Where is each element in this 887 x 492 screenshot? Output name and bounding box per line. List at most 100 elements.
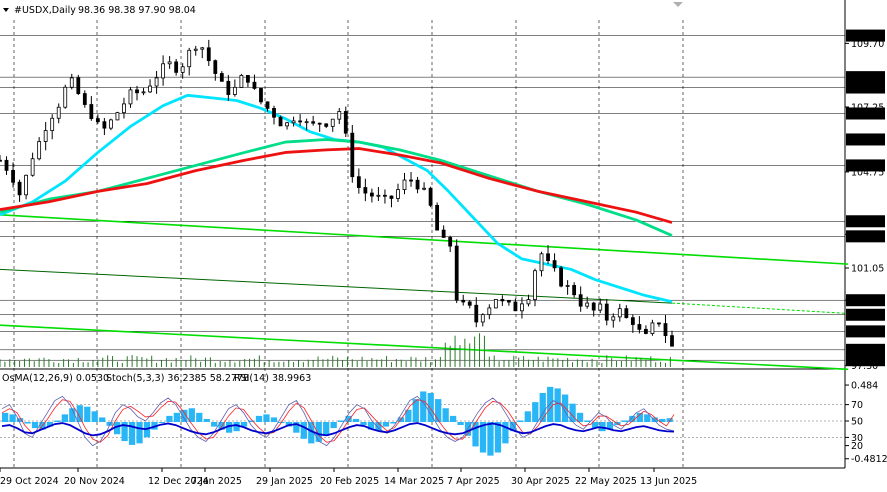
osma-bar (435, 399, 442, 422)
candle-body (520, 303, 524, 312)
level-label-box (846, 107, 885, 120)
candle-body (259, 88, 263, 103)
candle-body (226, 80, 231, 95)
ind-tick-label: -0.4812 (851, 454, 887, 465)
symbol-dropdown-icon[interactable] (3, 8, 9, 12)
candle-body (304, 121, 309, 124)
candle-body (415, 179, 420, 190)
osma-bar (360, 422, 367, 426)
candle-body (617, 308, 622, 318)
candle-body (487, 307, 492, 316)
candle-body (402, 179, 407, 191)
candle-body (591, 302, 596, 311)
candle-body (180, 66, 185, 73)
candle-body (598, 303, 603, 311)
osma-bar (532, 402, 539, 422)
osma-bar (240, 422, 248, 427)
candle-body (324, 123, 329, 127)
x-tick-label: 20 Feb 2025 (320, 476, 379, 487)
osma-bar (450, 415, 457, 422)
candle-body (82, 93, 87, 105)
level-label-box (846, 308, 885, 321)
rsi-label: RSI(14) 38.9963 (234, 373, 311, 384)
y-tick-label: 101.05 (851, 264, 884, 275)
candle-body (604, 303, 609, 321)
osma-bar (9, 414, 16, 422)
candle-body (637, 324, 642, 330)
candle-body (298, 120, 303, 123)
candle-body (389, 195, 394, 199)
candle-body (552, 260, 557, 269)
candle-body (89, 104, 94, 120)
candle-body (0, 159, 2, 162)
osma-bar (524, 411, 531, 422)
candle-body (396, 189, 400, 199)
candle-body (148, 85, 152, 93)
scroll-marker-icon[interactable] (673, 2, 683, 7)
level-label: 110.00 (850, 31, 883, 42)
ind-tick-label: 0.484 (851, 381, 878, 392)
candle-body (343, 111, 348, 134)
level-label-box (846, 343, 885, 356)
osma-bar (323, 422, 330, 436)
price-axis: 109.70107.25104.75102.35101.0599.8197.30… (845, 29, 887, 465)
osma-bar (345, 415, 352, 422)
osma-bar (644, 414, 651, 422)
channel-line (0, 268, 673, 304)
candle-body (30, 158, 35, 176)
candle-body (624, 308, 629, 319)
candle-body (657, 322, 661, 325)
osma-bar (666, 418, 673, 422)
candle-body (63, 86, 68, 108)
ohlc-readout: 98.36 98.38 97.90 98.04 (78, 5, 196, 16)
level-label-box (846, 71, 885, 84)
osma-bar (584, 420, 591, 422)
x-tick-label: 7 Apr 2025 (447, 476, 500, 487)
level-label: 102.27 (850, 232, 883, 243)
candle-body (467, 301, 472, 306)
level-label: 105.00 (850, 161, 883, 172)
osma-bar (293, 422, 300, 433)
candle-body (154, 77, 159, 87)
level-label-box (846, 29, 885, 42)
osma-bar (158, 422, 166, 423)
osma-bar (69, 408, 76, 422)
candle-body (428, 187, 433, 206)
osma-bar (114, 422, 121, 435)
candle-body (76, 77, 81, 94)
y-tick-label: 109.70 (851, 39, 884, 50)
symbol-title: #USDX,Daily (14, 5, 76, 16)
candle-body (135, 89, 139, 94)
candle-body (480, 314, 485, 323)
volume-bars (0, 333, 671, 367)
osma-bar (76, 405, 83, 422)
osma-bar (509, 422, 516, 432)
candle-body (43, 130, 48, 142)
osma-bar (106, 422, 113, 426)
candle-body (187, 49, 192, 68)
osma-bar (427, 392, 434, 422)
osma-bar (576, 412, 584, 422)
candle-body (363, 187, 368, 194)
osma-bar (479, 422, 487, 453)
trend-channel-lines (0, 213, 849, 371)
candle-body (565, 285, 570, 287)
level-label: 97.50 (850, 356, 877, 367)
osma-bar (352, 418, 360, 422)
candle-body (272, 108, 276, 118)
candle-body (578, 294, 583, 307)
candle-body (650, 322, 655, 334)
osma-bar (248, 420, 255, 422)
candle-body (356, 176, 361, 188)
y-tick-label: 104.75 (851, 167, 884, 178)
candle-body (213, 60, 218, 74)
candle-body (663, 323, 668, 337)
level-label-box (846, 354, 885, 367)
candle-body (330, 118, 335, 127)
candle-body (141, 91, 146, 94)
candle-body (546, 253, 550, 262)
candle-body (109, 119, 113, 129)
level-label-box (846, 159, 885, 172)
